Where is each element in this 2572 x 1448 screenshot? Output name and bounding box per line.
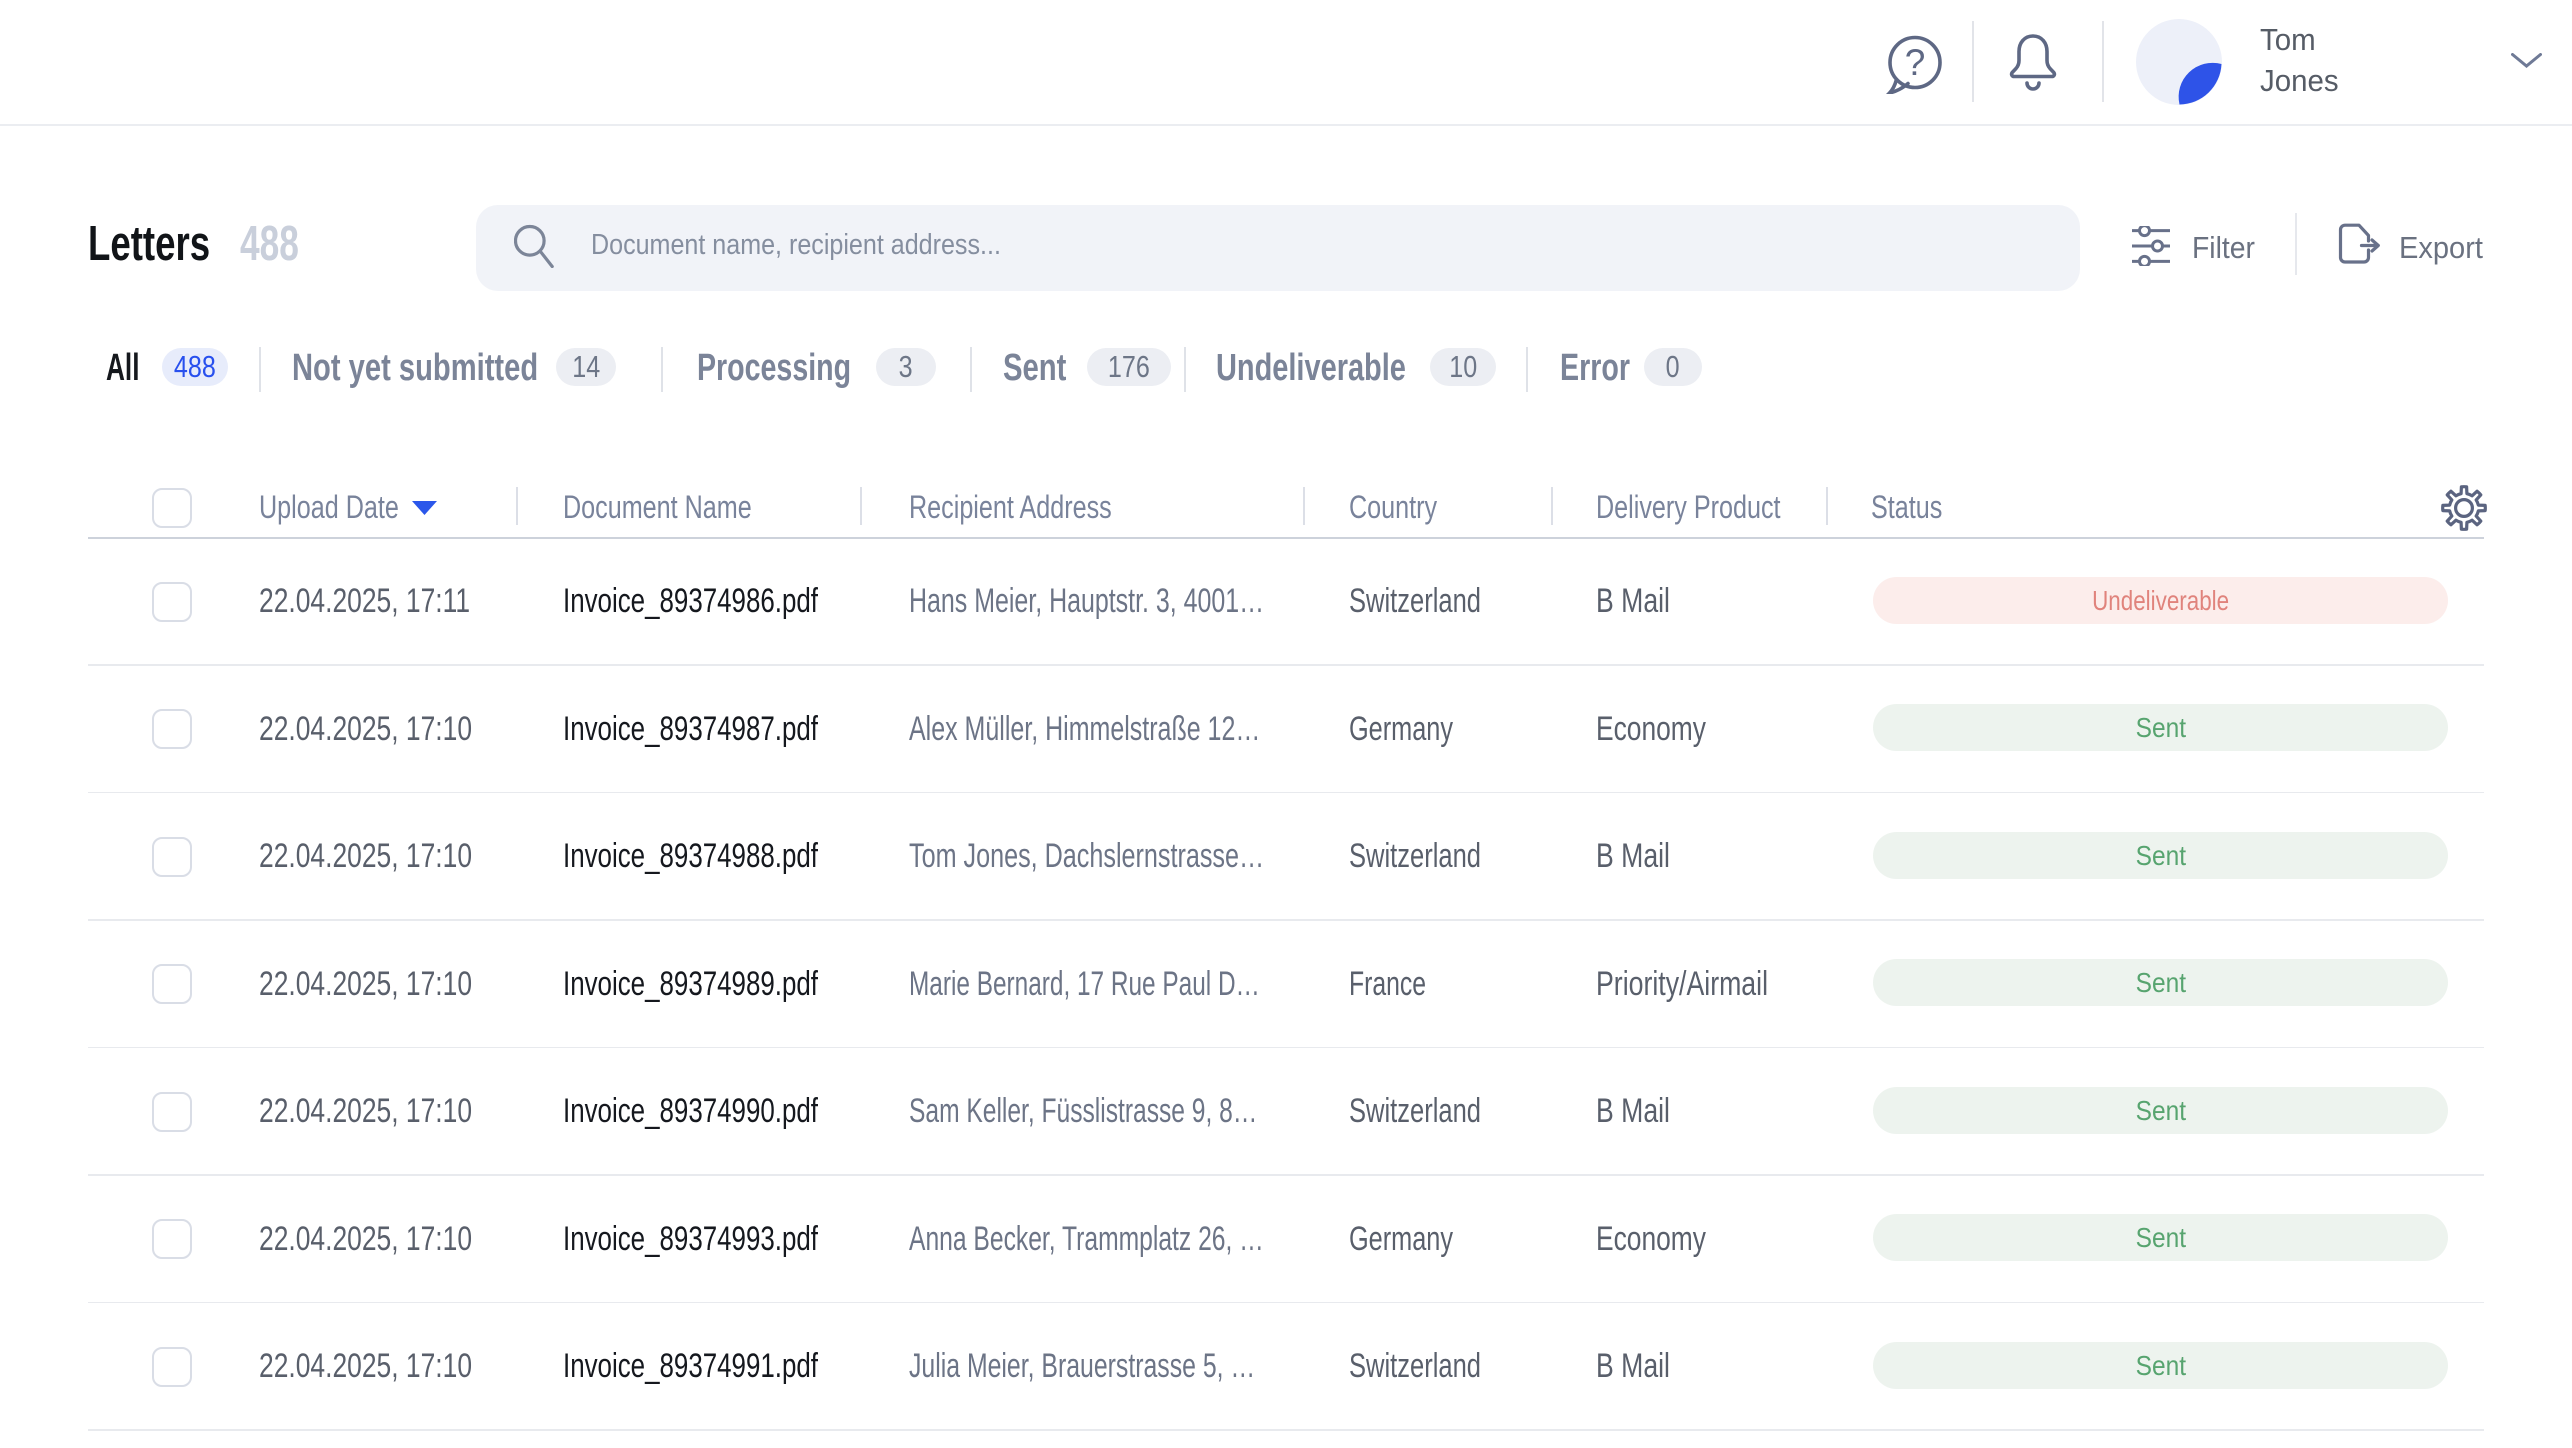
svg-text:?: ? <box>1905 42 1926 83</box>
